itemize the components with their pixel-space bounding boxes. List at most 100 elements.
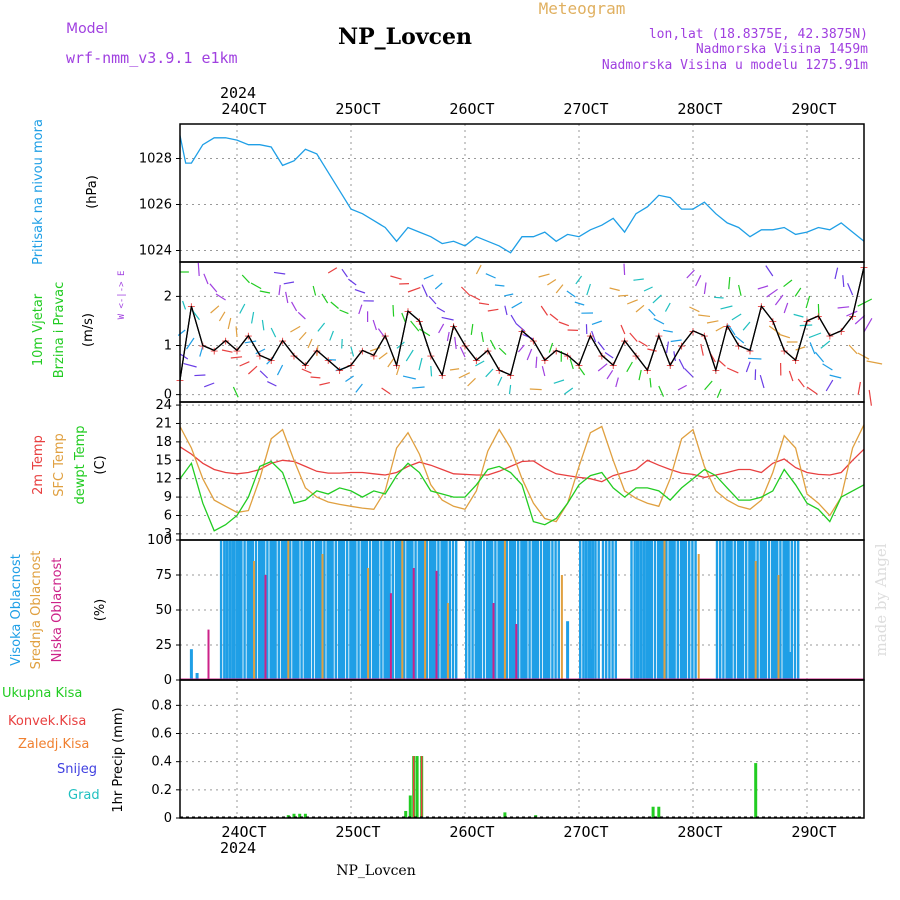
bar	[315, 540, 318, 680]
wind-arrow	[714, 296, 724, 299]
bar	[223, 540, 226, 680]
wind-arrow	[478, 302, 490, 306]
bar	[261, 540, 264, 680]
bar	[614, 540, 617, 680]
bar	[539, 540, 543, 680]
sfctemp-side-label: SFC Temp	[52, 433, 67, 497]
bar	[425, 540, 429, 680]
bar	[437, 540, 440, 680]
bar	[442, 540, 445, 680]
wind-arrow	[273, 271, 286, 275]
wind-arrow	[574, 301, 585, 306]
bar	[295, 540, 298, 680]
bar	[308, 540, 311, 680]
y-tick-label: 21	[155, 416, 172, 431]
series-line-dewpt-temp	[179, 460, 865, 532]
wind-arrow	[829, 374, 842, 379]
bottom-tick-label: 28OCT	[677, 823, 722, 841]
bar	[468, 540, 471, 680]
series-line-pritisak-na-nivou-mora	[179, 135, 865, 254]
wind-arrow	[354, 288, 366, 294]
bar	[754, 763, 758, 818]
y-tick-label: 24	[155, 398, 172, 413]
bar	[415, 756, 419, 818]
top-time-axis: 24OCT 25OCT 26OCT 27OCT 28OCT 29OCT	[221, 100, 836, 118]
bar	[487, 540, 491, 680]
bar	[771, 540, 774, 680]
wind-arrow	[348, 278, 357, 286]
wind-arrow	[820, 340, 831, 349]
wind-arrow	[591, 330, 597, 343]
bar	[688, 540, 691, 680]
wind-arrow	[310, 376, 321, 379]
bar	[375, 540, 378, 680]
bar	[486, 540, 489, 680]
wind-arrow	[700, 343, 704, 356]
wind-arrow	[623, 263, 626, 276]
wind-arrow	[350, 346, 355, 357]
bar	[517, 540, 520, 680]
wind-arrow	[177, 329, 186, 336]
bar	[321, 554, 324, 680]
bar	[523, 540, 526, 680]
wind-arrow	[586, 283, 591, 296]
wind-arrow	[738, 284, 742, 296]
top-tick-label: 26OCT	[449, 100, 494, 118]
bar	[383, 540, 386, 680]
bar	[388, 540, 391, 680]
bar	[258, 540, 261, 680]
wind-arrow	[504, 305, 508, 316]
wind-arrow	[648, 308, 656, 317]
bar	[294, 540, 297, 680]
bar	[579, 540, 582, 680]
panel-frame	[179, 679, 865, 819]
bar	[368, 540, 372, 680]
wind-arrow	[553, 379, 565, 384]
wind-arrow	[591, 320, 602, 325]
bar	[435, 570, 438, 680]
bar	[787, 540, 790, 680]
lonlat-label: lon,lat (18.8375E, 42.3875N)	[649, 27, 868, 42]
wind-arrow	[716, 388, 722, 398]
bar	[432, 540, 435, 680]
wind-arrow	[267, 381, 277, 387]
wind-arrow	[842, 275, 845, 288]
wind-arrow	[717, 359, 726, 367]
bar	[694, 540, 697, 680]
legend-freezing-rain: Zaledj.Kisa	[18, 737, 89, 752]
wind-arrow	[508, 384, 512, 395]
bar	[608, 540, 611, 680]
bar	[292, 540, 295, 680]
wind-arrow	[727, 324, 736, 336]
wind-arrow	[199, 345, 204, 357]
wind-arrow	[390, 275, 402, 280]
y-tick-label: 18	[155, 435, 172, 450]
wind-arrow	[239, 303, 246, 314]
bar	[403, 540, 406, 680]
bar	[513, 540, 517, 680]
bar	[536, 540, 539, 680]
bar	[414, 540, 417, 680]
wind-arrow	[449, 368, 460, 371]
bar	[499, 540, 502, 680]
bar	[785, 540, 788, 680]
wind-arrow	[728, 276, 731, 290]
bar	[254, 540, 258, 680]
wind-arrow	[704, 380, 713, 391]
wind-arrow	[695, 275, 702, 287]
bar	[417, 540, 420, 680]
bar	[551, 540, 554, 680]
wind-arrow	[837, 306, 850, 309]
bar	[251, 540, 254, 680]
bottom-time-axis: 24OCT 25OCT 26OCT 27OCT 28OCT 29OCT	[221, 823, 836, 841]
bar	[533, 540, 536, 680]
bar	[362, 540, 365, 680]
bar	[474, 540, 477, 680]
top-tick-label: 25OCT	[335, 100, 380, 118]
y-tick-label: 0	[164, 811, 172, 826]
wind-arrow	[768, 325, 781, 335]
bar	[318, 540, 321, 680]
wind-arrow	[606, 369, 614, 380]
wind-arrow	[329, 330, 334, 341]
wind-arrow	[549, 313, 559, 321]
